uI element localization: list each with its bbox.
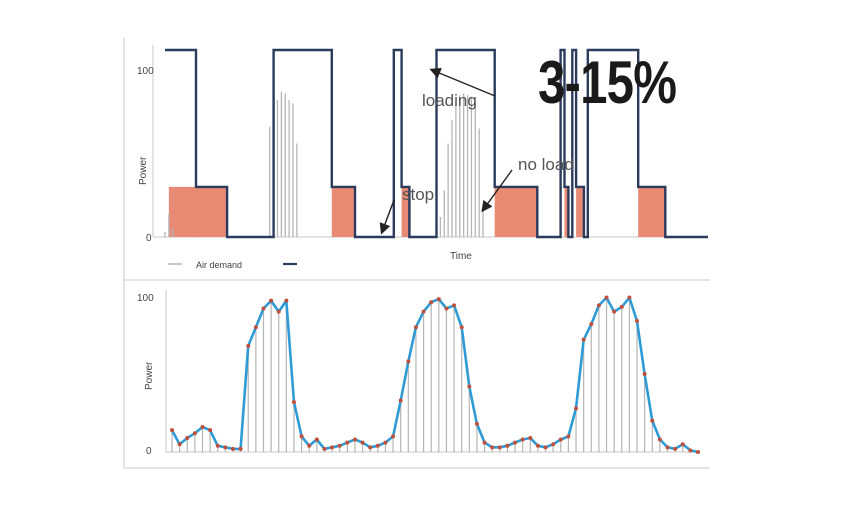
power-point-45 xyxy=(513,440,518,445)
power-point-63 xyxy=(650,418,655,423)
power-point-52 xyxy=(566,434,571,439)
power-point-39 xyxy=(467,384,472,389)
top-chart: 100 0 Power Time Air demand loading no load sto… xyxy=(123,38,710,468)
bottom-ytick-0: 0 xyxy=(146,446,152,457)
power-point-58 xyxy=(612,309,617,314)
no-load-block-1 xyxy=(196,186,228,237)
power-point-20 xyxy=(322,446,327,451)
power-point-67 xyxy=(680,442,685,447)
top-xlabel: Time xyxy=(450,251,472,262)
power-point-33 xyxy=(421,309,426,314)
annotation-no-load: no load xyxy=(518,155,574,174)
power-point-1 xyxy=(177,442,182,447)
power-point-0 xyxy=(170,428,174,433)
power-point-12 xyxy=(261,306,266,311)
power-point-35 xyxy=(436,297,441,302)
power-point-32 xyxy=(413,325,418,330)
bottom-chart: 100 0 Power xyxy=(124,290,710,469)
top-ytick-100: 100 xyxy=(137,66,154,77)
power-point-50 xyxy=(551,442,556,447)
no-load-block-2 xyxy=(331,186,356,237)
power-point-14 xyxy=(276,309,281,314)
top-ytick-0: 0 xyxy=(146,233,152,244)
power-point-36 xyxy=(444,306,449,311)
power-point-69 xyxy=(696,450,700,454)
power-point-48 xyxy=(535,443,540,448)
power-point-46 xyxy=(520,437,525,442)
power-point-64 xyxy=(657,437,662,442)
no-load-block-5 xyxy=(564,186,569,237)
power-point-49 xyxy=(543,445,548,450)
power-point-68 xyxy=(688,448,693,453)
power-point-28 xyxy=(383,440,388,445)
power-point-22 xyxy=(337,443,342,448)
power-point-62 xyxy=(642,372,647,376)
power-point-27 xyxy=(375,443,380,448)
power-point-42 xyxy=(490,445,495,450)
power-point-66 xyxy=(673,446,678,451)
power-point-47 xyxy=(528,435,533,440)
annotation-stop-arrow xyxy=(379,199,395,235)
power-point-61 xyxy=(635,318,640,323)
power-point-9 xyxy=(238,446,243,451)
legend-air-demand-label: Air demand xyxy=(196,260,242,270)
power-point-3 xyxy=(192,431,197,436)
power-point-51 xyxy=(558,437,563,442)
power-point-24 xyxy=(352,437,357,442)
power-point-6 xyxy=(215,443,220,448)
power-point-60 xyxy=(627,295,632,300)
power-point-38 xyxy=(459,325,464,330)
power-point-53 xyxy=(574,406,579,411)
power-point-19 xyxy=(314,437,319,442)
annotation-loading: loading xyxy=(422,91,477,110)
power-point-16 xyxy=(291,400,296,405)
percentage-label: 3-15% xyxy=(538,49,677,116)
annotation-no-load-arrow xyxy=(481,169,513,213)
power-point-10 xyxy=(246,343,251,348)
power-point-8 xyxy=(230,446,235,451)
power-point-41 xyxy=(482,440,487,445)
power-point-59 xyxy=(619,304,624,309)
power-point-57 xyxy=(604,295,609,300)
power-point-43 xyxy=(497,445,502,450)
power-point-56 xyxy=(596,303,601,308)
power-point-25 xyxy=(360,440,365,445)
power-point-54 xyxy=(581,337,586,342)
power-point-37 xyxy=(452,303,457,308)
power-curve xyxy=(170,296,699,454)
power-point-2 xyxy=(185,435,190,440)
power-point-40 xyxy=(474,421,479,426)
power-point-5 xyxy=(208,428,213,433)
power-point-29 xyxy=(391,434,396,439)
power-point-17 xyxy=(299,434,304,439)
power-point-26 xyxy=(368,445,373,450)
power-point-30 xyxy=(398,398,403,403)
no-load-block-6 xyxy=(576,186,584,237)
power-point-11 xyxy=(253,325,258,330)
power-point-34 xyxy=(429,300,434,305)
no-load-block-3 xyxy=(401,186,410,237)
power-point-7 xyxy=(223,445,228,450)
annotation-loading-arrow xyxy=(429,68,496,97)
power-point-65 xyxy=(665,445,670,450)
no-load-block-4 xyxy=(494,186,538,237)
power-point-15 xyxy=(284,298,289,303)
bottom-ylabel: Power xyxy=(144,361,155,390)
power-point-55 xyxy=(589,322,594,327)
annotation-stop: stop xyxy=(402,185,434,204)
bottom-ytick-100: 100 xyxy=(137,293,154,304)
power-point-23 xyxy=(345,440,350,445)
no-load-block-7 xyxy=(638,186,666,237)
power-point-21 xyxy=(330,445,335,450)
power-point-13 xyxy=(269,298,274,303)
top-ylabel: Power xyxy=(138,156,149,185)
power-step-line xyxy=(165,48,708,239)
power-point-4 xyxy=(200,425,205,430)
power-point-18 xyxy=(307,443,312,448)
power-point-31 xyxy=(406,359,411,364)
power-point-44 xyxy=(505,443,510,448)
